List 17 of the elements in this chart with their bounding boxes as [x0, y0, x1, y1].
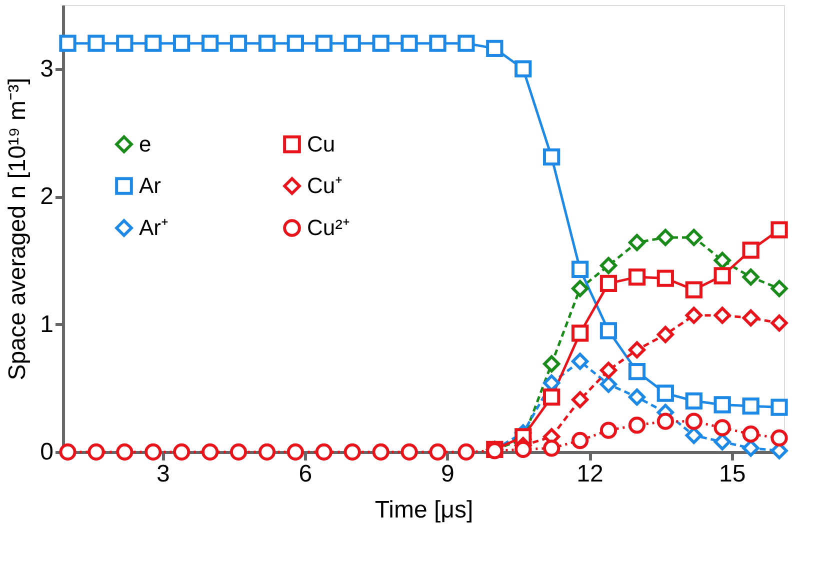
legend-label: Cu	[307, 131, 336, 156]
x-tick-label: 12	[576, 460, 604, 488]
legend-label: Cu²⁺	[307, 215, 350, 240]
legend-label: Ar⁺	[139, 215, 168, 240]
legend-label: Cu⁺	[307, 173, 342, 198]
y-axis-title: Space averaged n [10¹⁹ m⁻³]	[4, 78, 32, 380]
x-tick-label: 3	[156, 460, 170, 488]
x-axis-title: Time [μs]	[374, 496, 474, 524]
x-tick-label: 9	[441, 460, 454, 488]
legend-label: e	[139, 131, 152, 156]
y-tick-label: 0	[40, 438, 54, 466]
x-tick-label: 6	[298, 460, 312, 488]
legend-label: Ar	[139, 173, 161, 198]
y-tick-label: 2	[40, 183, 54, 210]
x-tick-label: 15	[718, 460, 746, 488]
y-tick-label: 1	[40, 310, 54, 338]
y-tick-label: 3	[40, 55, 54, 82]
